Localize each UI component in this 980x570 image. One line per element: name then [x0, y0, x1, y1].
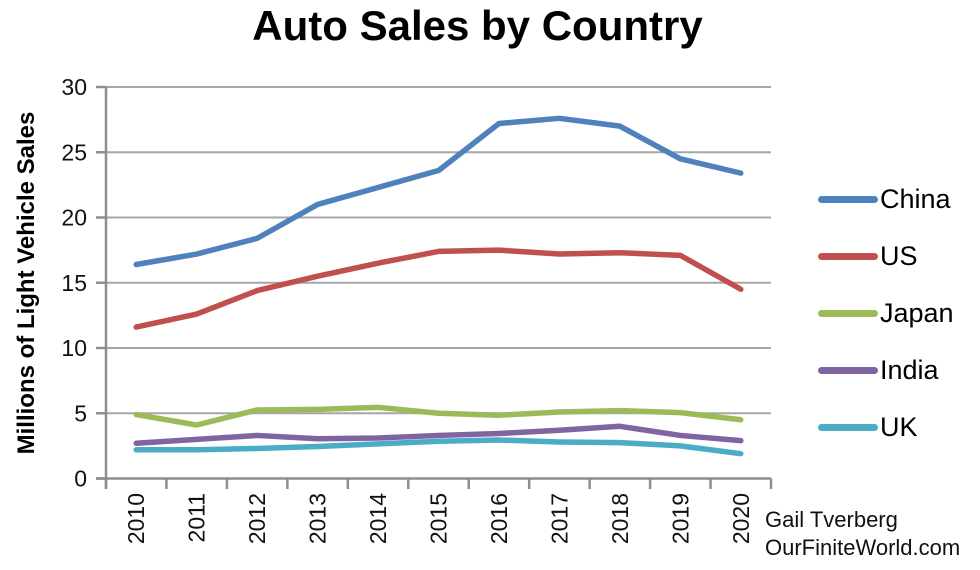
legend-label: India: [880, 355, 939, 385]
series-line-china: [133, 115, 744, 268]
y-tick-label: 10: [61, 335, 87, 361]
legend-label: China: [880, 184, 951, 214]
series-line-us: [133, 247, 744, 330]
legend-item-china: China: [818, 171, 954, 228]
y-tick-label: 30: [61, 74, 87, 100]
x-tick-label: 2019: [667, 493, 693, 544]
y-tick-label: 25: [61, 139, 87, 165]
x-tick-label: 2017: [546, 493, 572, 544]
legend-swatch: [818, 310, 878, 317]
series-line-japan: [133, 404, 744, 428]
series-line-uk: [133, 437, 744, 457]
y-tick-labels-group: 0 5 10 15 20 25 30: [61, 74, 87, 492]
legend-item-uk: UK: [818, 399, 954, 456]
series-line-india: [133, 423, 744, 447]
legend-label: UK: [880, 412, 918, 442]
x-tick-label: 2018: [607, 493, 633, 544]
x-tick-labels-group: 2010 2011 2012 2013 2014 2015 2016 2017 2018 2019…: [123, 493, 754, 544]
legend-swatch: [818, 367, 878, 374]
legend-swatch: [818, 253, 878, 260]
chart-title: Auto Sales by Country: [252, 2, 703, 49]
attribution-name: Gail Tverberg: [765, 507, 898, 532]
legend-swatch: [818, 196, 878, 203]
series-group: [133, 115, 744, 457]
y-tick-label: 20: [61, 205, 87, 231]
x-tick-label: 2014: [365, 493, 391, 544]
legend-label: US: [880, 241, 918, 271]
legend-item-japan: Japan: [818, 285, 954, 342]
y-tick-label: 0: [74, 466, 87, 492]
gridlines-group: [106, 86, 771, 415]
legend-item-us: US: [818, 228, 954, 285]
x-tick-label: 2016: [486, 493, 512, 544]
axes-group: [96, 85, 773, 489]
attribution: Gail Tverberg OurFiniteWorld.com: [765, 506, 960, 562]
x-tick-label: 2012: [244, 493, 270, 544]
legend-swatch: [818, 424, 878, 431]
x-tick-label: 2011: [184, 493, 210, 542]
legend-label: Japan: [880, 298, 954, 328]
legend-item-india: India: [818, 342, 954, 399]
legend: China US Japan India UK: [818, 171, 954, 456]
attribution-site: OurFiniteWorld.com: [765, 535, 961, 560]
x-tick-label: 2010: [123, 493, 149, 544]
x-tick-label: 2015: [426, 493, 452, 544]
x-tick-label: 2020: [728, 493, 754, 544]
y-tick-label: 15: [61, 270, 87, 296]
x-tick-label: 2013: [305, 493, 331, 544]
y-tick-label: 5: [74, 400, 87, 426]
